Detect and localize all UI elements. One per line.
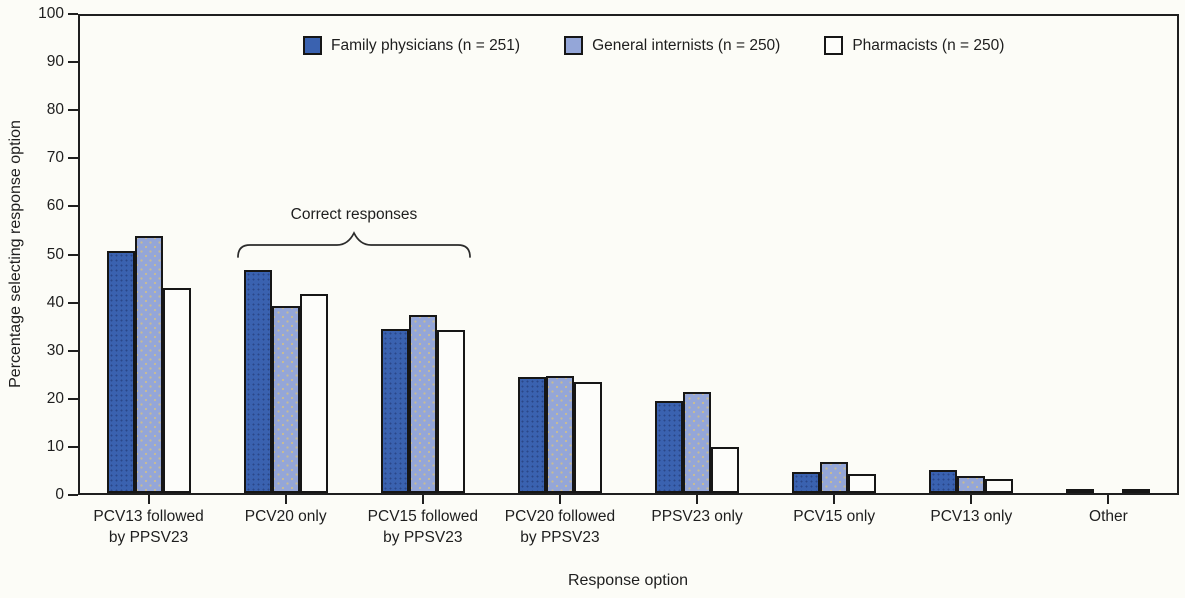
y-axis-tick	[68, 61, 78, 64]
y-axis-tick	[68, 253, 78, 256]
x-category-label: PPSV23 only	[651, 508, 743, 525]
bar-series1-cat3	[545, 376, 574, 493]
x-axis-tick	[558, 495, 561, 504]
y-tick-label: 30	[46, 341, 64, 359]
y-axis-tick	[68, 157, 78, 160]
bar-series1-cat4	[683, 391, 712, 493]
y-axis-tick	[68, 205, 78, 208]
y-axis-tick	[68, 349, 78, 352]
x-axis-tick	[696, 495, 699, 504]
bar-series2-cat0	[162, 287, 191, 493]
bar-series0-cat1	[243, 270, 272, 493]
y-tick-label: 100	[38, 5, 64, 22]
bar-series2-cat5	[848, 473, 877, 493]
legend-item-pharmacists: Pharmacists (n = 250)	[824, 36, 1004, 55]
x-axis-tick	[970, 495, 973, 504]
bar-series0-cat4	[655, 401, 684, 493]
y-axis-tick	[68, 13, 78, 15]
y-tick-label: 60	[46, 197, 64, 215]
x-category-label: PCV13 only	[930, 508, 1013, 525]
x-category-label: Other	[1089, 508, 1128, 525]
y-tick-label: 50	[46, 245, 64, 263]
bar-series0-cat7	[1066, 488, 1095, 493]
y-axis-title: Percentage selecting response option	[7, 120, 24, 388]
bar-series2-cat3	[573, 381, 602, 493]
y-tick-label: 90	[46, 53, 64, 71]
x-category-label: PCV15 only	[793, 508, 876, 525]
x-axis-tick	[284, 495, 287, 504]
legend-item-general-internists: General internists (n = 250)	[564, 36, 780, 55]
legend-label: Pharmacists (n = 250)	[852, 36, 1005, 54]
x-axis-tick	[1107, 495, 1110, 504]
legend-label: Family physicians (n = 251)	[331, 36, 521, 54]
y-tick-label: 20	[46, 389, 64, 407]
bar-series0-cat5	[792, 472, 821, 493]
bar-series0-cat2	[380, 328, 409, 493]
bar-series1-cat5	[820, 462, 849, 493]
y-tick-label: 10	[46, 437, 64, 455]
bar-series2-cat7	[1122, 488, 1151, 493]
y-tick-label: 70	[46, 149, 64, 167]
bar-series1-cat1	[271, 305, 300, 493]
y-tick-label: 40	[46, 293, 64, 311]
bar-series2-cat4	[711, 446, 740, 493]
legend-swatch-general-internists	[564, 36, 584, 55]
y-axis-tick	[68, 109, 78, 112]
bar-series2-cat6	[985, 479, 1014, 493]
x-axis-tick	[833, 495, 836, 504]
bar-series1-cat2	[408, 315, 437, 493]
legend-swatch-pharmacists	[824, 36, 844, 55]
y-axis-tick	[68, 445, 78, 448]
x-category-label: PCV20 only	[244, 508, 327, 525]
bar-series2-cat1	[299, 294, 328, 493]
x-axis-tick	[421, 495, 424, 504]
bar-series0-cat6	[929, 469, 958, 493]
legend-item-family-physicians: Family physicians (n = 251)	[303, 36, 520, 55]
x-category-label: PCV13 followed by PPSV23	[93, 508, 204, 546]
legend-swatch-family-physicians	[303, 36, 322, 55]
y-axis-tick	[68, 301, 78, 304]
x-category-label: PCV15 followed by PPSV23	[367, 508, 478, 546]
correct-responses-brace	[237, 231, 471, 258]
legend-label: General internists (n = 250)	[592, 36, 781, 54]
bar-series1-cat6	[957, 475, 986, 493]
bar-series1-cat0	[134, 236, 163, 493]
bar-series2-cat2	[436, 330, 465, 493]
x-axis-tick	[147, 495, 150, 504]
y-tick-label: 0	[55, 486, 64, 503]
y-axis-tick	[68, 494, 78, 496]
bar-series0-cat0	[106, 250, 135, 493]
correct-responses-annotation: Correct responses	[290, 206, 418, 223]
plot-area	[78, 14, 1179, 495]
x-axis-title: Response option	[567, 572, 689, 589]
bar-series0-cat3	[517, 376, 546, 493]
y-axis-tick	[68, 397, 78, 400]
x-category-label: PCV20 followed by PPSV23	[504, 508, 616, 546]
y-tick-label: 80	[46, 101, 64, 119]
legend: Family physicians (n = 251) General inte…	[303, 36, 1004, 55]
